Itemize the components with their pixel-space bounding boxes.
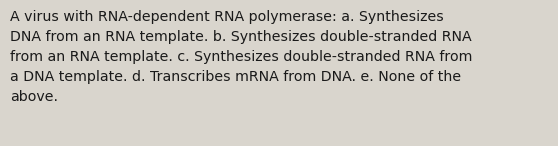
Text: A virus with RNA-dependent RNA polymerase: a. Synthesizes
DNA from an RNA templa: A virus with RNA-dependent RNA polymeras… bbox=[10, 10, 473, 104]
